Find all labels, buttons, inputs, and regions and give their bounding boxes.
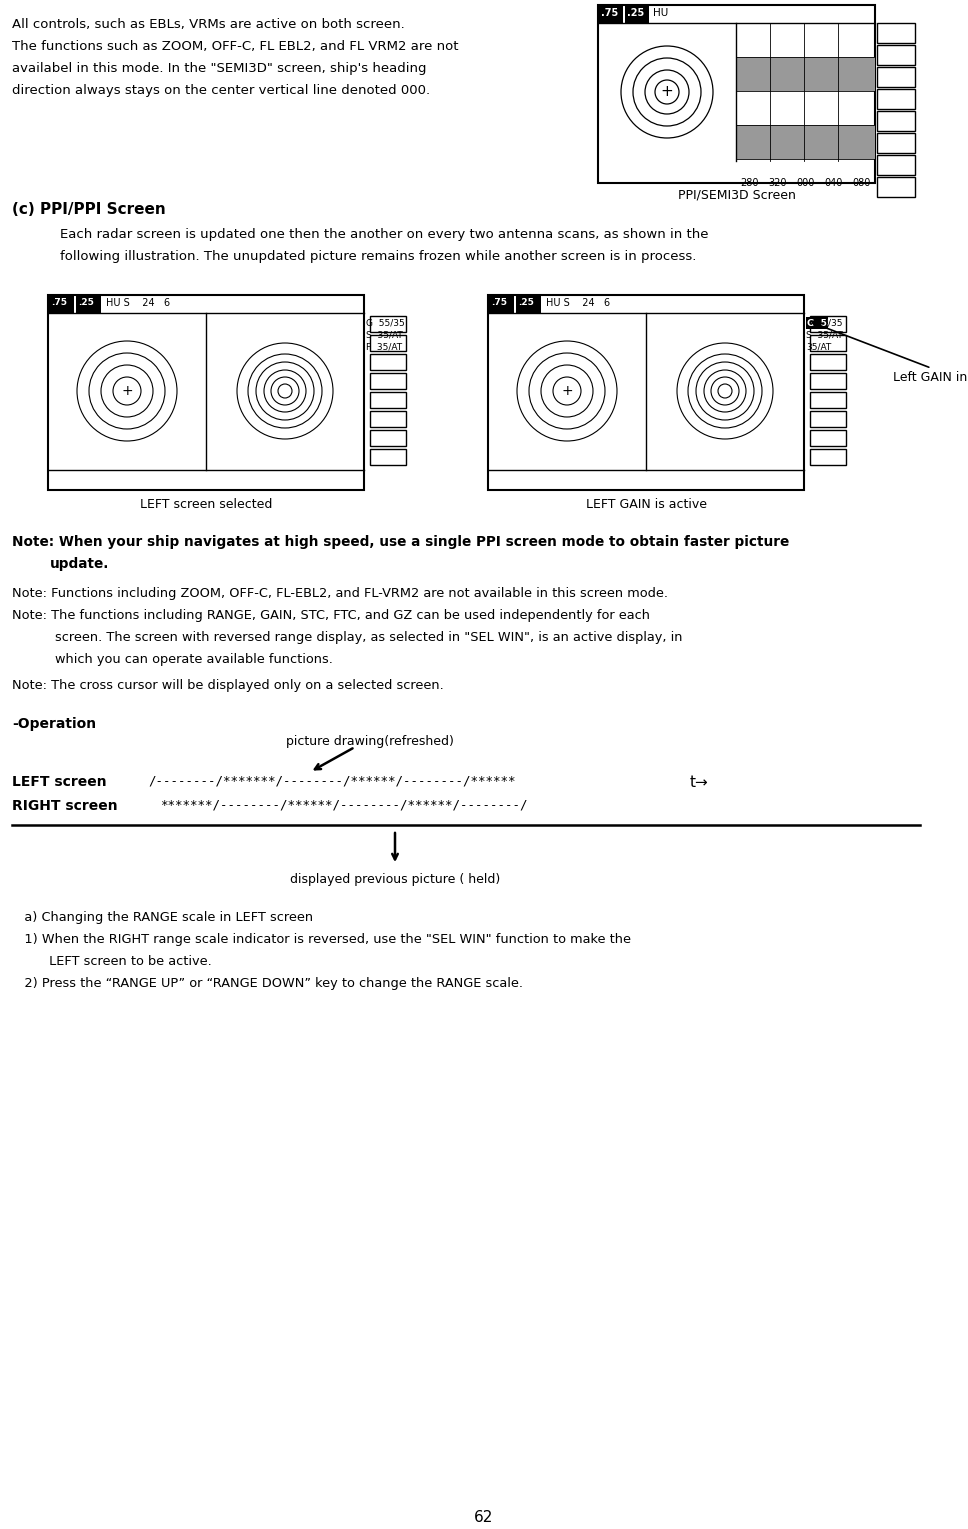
Bar [625,5,649,23]
Text: .25: .25 [78,298,94,307]
Bar [48,295,364,489]
Text: LEFT screen: LEFT screen [12,775,106,789]
Text: +: + [121,384,133,398]
Text: (c) PPI/PPI Screen: (c) PPI/PPI Screen [12,202,166,217]
Text: 000: 000 [797,177,815,188]
Text: -Operation: -Operation [12,717,96,731]
Text: .75: .75 [491,298,507,307]
Text: Note: The functions including RANGE, GAIN, STC, FTC, and GZ can be used independ: Note: The functions including RANGE, GAI… [12,609,650,622]
Text: displayed previous picture ( held): displayed previous picture ( held) [289,873,500,885]
Text: LEFT screen selected: LEFT screen selected [139,498,272,511]
Text: which you can operate available functions.: which you can operate available function… [55,653,333,667]
Bar [877,23,915,43]
Text: +: + [660,84,674,99]
Bar [370,335,406,352]
Bar [76,295,101,313]
Text: *******/--------/******/--------/******/--------/: *******/--------/******/--------/******/… [160,800,528,812]
Bar [810,317,846,332]
Bar [877,112,915,131]
Text: PPI/SEMI3D Screen: PPI/SEMI3D Screen [678,188,796,200]
Text: S  35/AT: S 35/AT [806,330,843,339]
Bar [370,317,406,332]
Bar [877,89,915,109]
Text: 280: 280 [741,177,759,188]
Bar [49,295,74,313]
Bar [877,67,915,87]
Text: update.: update. [50,557,109,570]
Text: LEFT GAIN is active: LEFT GAIN is active [586,498,707,511]
Text: 2) Press the “RANGE UP” or “RANGE DOWN” key to change the RANGE scale.: 2) Press the “RANGE UP” or “RANGE DOWN” … [12,977,523,989]
Text: 040: 040 [824,177,842,188]
Text: a) Changing the RANGE scale in LEFT screen: a) Changing the RANGE scale in LEFT scre… [12,911,313,924]
Text: direction always stays on the center vertical line denoted 000.: direction always stays on the center ver… [12,84,430,96]
Bar [370,430,406,446]
Text: 1) When the RIGHT range scale indicator is reversed, use the "SEL WIN" function : 1) When the RIGHT range scale indicator … [12,933,631,946]
Text: availabel in this mode. In the "SEMI3D" screen, ship's heading: availabel in this mode. In the "SEMI3D" … [12,63,427,75]
Text: RIGHT screen: RIGHT screen [12,800,118,813]
Text: HU S    24   6: HU S 24 6 [546,298,610,307]
Bar [806,317,828,329]
Text: .25: .25 [518,298,534,307]
Bar [370,373,406,388]
Text: HU S    24   6: HU S 24 6 [106,298,170,307]
Text: HU: HU [653,8,668,18]
Text: /35: /35 [828,320,842,329]
Text: G  55: G 55 [807,320,833,329]
Text: S  35/AT: S 35/AT [366,330,403,339]
Bar [516,295,541,313]
Text: +: + [561,384,573,398]
Text: G  55/35: G 55/35 [366,320,405,329]
Bar [877,133,915,153]
Text: Note: When your ship navigates at high speed, use a single PPI screen mode to ob: Note: When your ship navigates at high s… [12,535,789,549]
Text: 35/AT: 35/AT [806,342,832,352]
Bar [810,373,846,388]
Bar [877,177,915,197]
Bar [598,5,875,183]
Text: Left GAIN in reverse: Left GAIN in reverse [812,323,968,384]
Text: 080: 080 [852,177,870,188]
Bar [599,5,623,23]
Text: All controls, such as EBLs, VRMs are active on both screen.: All controls, such as EBLs, VRMs are act… [12,18,405,31]
Bar [810,430,846,446]
Bar [810,355,846,370]
Bar [736,125,875,159]
Text: Note: The cross cursor will be displayed only on a selected screen.: Note: The cross cursor will be displayed… [12,679,443,693]
Bar [488,295,804,489]
Text: picture drawing(refreshed): picture drawing(refreshed) [287,735,454,748]
Bar [810,411,846,427]
Bar [736,57,875,92]
Bar [810,335,846,352]
Bar [877,154,915,174]
Text: .25: .25 [627,8,645,18]
Text: 62: 62 [474,1511,494,1524]
Text: Note: Functions including ZOOM, OFF-C, FL-EBL2, and FL-VRM2 are not available in: Note: Functions including ZOOM, OFF-C, F… [12,587,668,599]
Text: 320: 320 [769,177,787,188]
Bar [370,355,406,370]
Bar [370,450,406,465]
Text: F  35/AT: F 35/AT [366,342,402,352]
Text: LEFT screen to be active.: LEFT screen to be active. [12,956,212,968]
Text: The functions such as ZOOM, OFF-C, FL EBL2, and FL VRM2 are not: The functions such as ZOOM, OFF-C, FL EB… [12,40,459,54]
Bar [810,391,846,408]
Bar [877,44,915,66]
Text: following illustration. The unupdated picture remains frozen while another scree: following illustration. The unupdated pi… [60,251,696,263]
Text: Each radar screen is updated one then the another on every two antenna scans, as: Each radar screen is updated one then th… [60,228,709,242]
Text: /--------/*******/--------/******/--------/******: /--------/*******/--------/******/------… [148,775,516,787]
Text: .75: .75 [601,8,619,18]
Bar [370,411,406,427]
Text: .75: .75 [51,298,67,307]
Text: screen. The screen with reversed range display, as selected in "SEL WIN", is an : screen. The screen with reversed range d… [55,631,682,644]
Bar [370,391,406,408]
Text: t→: t→ [690,775,709,790]
Bar [489,295,514,313]
Bar [810,450,846,465]
